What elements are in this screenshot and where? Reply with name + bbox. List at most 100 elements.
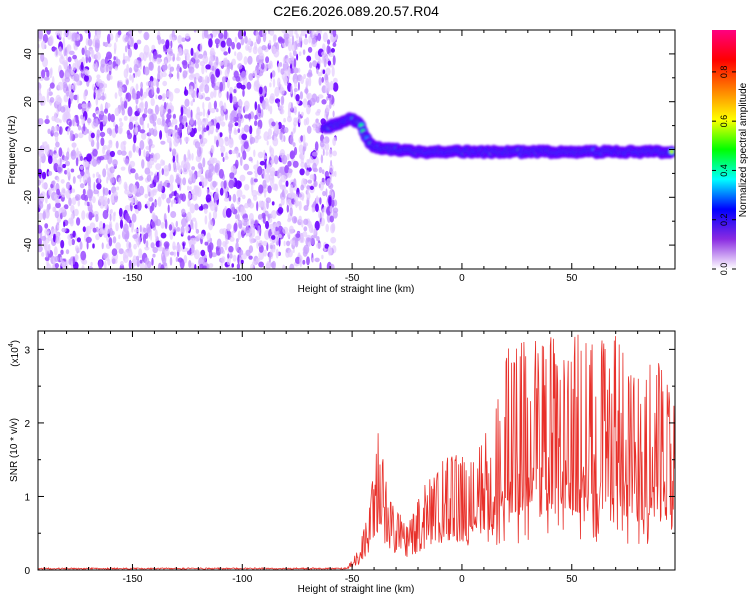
noise-speckle bbox=[219, 115, 225, 122]
noise-speckle bbox=[236, 238, 239, 243]
spectrogram-x-tick-label: -150 bbox=[122, 273, 142, 284]
noise-speckle bbox=[259, 160, 266, 166]
noise-speckle bbox=[279, 62, 283, 67]
noise-speckle bbox=[209, 130, 214, 135]
noise-speckle bbox=[152, 253, 156, 258]
noise-speckle bbox=[148, 61, 154, 71]
noise-speckle bbox=[114, 107, 120, 117]
noise-speckle bbox=[201, 177, 208, 187]
noise-speckle bbox=[330, 236, 337, 244]
noise-speckle bbox=[284, 165, 289, 174]
noise-speckle bbox=[248, 255, 253, 260]
noise-speckle bbox=[225, 208, 232, 218]
noise-speckle bbox=[166, 197, 171, 204]
noise-speckle bbox=[38, 237, 42, 246]
noise-speckle bbox=[211, 51, 216, 56]
noise-speckle bbox=[262, 32, 267, 43]
noise-speckle bbox=[193, 127, 197, 134]
noise-speckle bbox=[54, 256, 59, 262]
noise-speckle bbox=[131, 226, 134, 233]
noise-speckle bbox=[300, 184, 305, 191]
noise-speckle bbox=[66, 44, 72, 52]
noise-speckle bbox=[329, 164, 334, 173]
noise-speckle bbox=[328, 52, 335, 58]
noise-speckle bbox=[129, 160, 136, 168]
noise-speckle bbox=[184, 136, 190, 143]
noise-speckle bbox=[168, 121, 172, 127]
noise-speckle bbox=[332, 150, 338, 157]
noise-speckle bbox=[262, 179, 267, 189]
noise-speckle bbox=[108, 139, 113, 145]
noise-speckle bbox=[314, 257, 320, 263]
noise-speckle bbox=[117, 149, 123, 156]
noise-speckle bbox=[190, 262, 195, 269]
noise-speckle bbox=[240, 70, 247, 80]
noise-speckle bbox=[114, 124, 119, 134]
noise-speckle bbox=[212, 30, 218, 38]
noise-speckle bbox=[90, 261, 93, 267]
noise-speckle bbox=[55, 94, 62, 105]
noise-speckle bbox=[185, 222, 189, 233]
noise-speckle bbox=[135, 83, 139, 91]
noise-speckle bbox=[123, 68, 129, 79]
noise-speckle bbox=[300, 30, 307, 37]
noise-speckle bbox=[176, 192, 179, 200]
noise-speckle bbox=[303, 244, 310, 255]
noise-speckle bbox=[329, 80, 334, 91]
noise-speckle bbox=[140, 87, 143, 97]
noise-speckle bbox=[181, 208, 186, 215]
noise-speckle bbox=[149, 205, 153, 214]
noise-speckle bbox=[292, 50, 297, 57]
noise-speckle bbox=[223, 102, 227, 113]
noise-speckle bbox=[302, 259, 306, 265]
noise-speckle bbox=[54, 112, 57, 122]
noise-speckle bbox=[224, 233, 228, 242]
noise-speckle bbox=[54, 194, 59, 201]
noise-speckle bbox=[54, 210, 60, 219]
noise-speckle bbox=[104, 41, 109, 48]
colorbar-tick-label: 0.4 bbox=[719, 164, 729, 177]
noise-speckle bbox=[174, 124, 178, 131]
noise-speckle bbox=[55, 202, 61, 209]
snr-x-tick-label: 0 bbox=[459, 574, 465, 585]
noise-speckle bbox=[308, 224, 314, 234]
noise-speckle bbox=[169, 256, 173, 266]
noise-speckle bbox=[70, 149, 77, 160]
noise-speckle bbox=[254, 101, 258, 111]
noise-speckle bbox=[63, 221, 66, 228]
noise-speckle bbox=[46, 231, 50, 237]
noise-speckle bbox=[70, 168, 75, 173]
noise-speckle bbox=[191, 173, 196, 184]
noise-speckle bbox=[249, 136, 256, 144]
noise-speckle bbox=[98, 174, 101, 183]
noise-speckle bbox=[59, 55, 65, 65]
noise-speckle bbox=[159, 130, 163, 140]
noise-speckle bbox=[237, 230, 242, 240]
noise-speckle bbox=[256, 240, 259, 249]
noise-speckle bbox=[294, 200, 300, 207]
noise-speckle bbox=[213, 85, 220, 91]
noise-speckle bbox=[84, 69, 90, 76]
noise-speckle bbox=[162, 118, 166, 127]
noise-speckle bbox=[173, 137, 179, 147]
noise-speckle bbox=[143, 149, 146, 158]
noise-speckle bbox=[95, 110, 102, 115]
noise-speckle bbox=[92, 243, 95, 249]
noise-speckle bbox=[51, 125, 55, 134]
noise-speckle bbox=[205, 194, 212, 203]
noise-speckle bbox=[325, 104, 331, 113]
spectrogram-y-label: Frequency (Hz) bbox=[7, 116, 18, 185]
noise-speckle bbox=[263, 189, 267, 198]
noise-speckle bbox=[38, 179, 41, 186]
noise-speckle bbox=[215, 128, 219, 133]
noise-speckle bbox=[278, 237, 281, 247]
noise-speckle bbox=[236, 51, 243, 62]
noise-speckle bbox=[287, 66, 291, 76]
noise-speckle bbox=[302, 231, 308, 238]
noise-speckle bbox=[102, 252, 108, 259]
noise-speckle bbox=[267, 104, 270, 112]
noise-speckle bbox=[220, 121, 226, 127]
noise-speckle bbox=[192, 98, 195, 103]
noise-speckle bbox=[96, 133, 100, 142]
noise-speckle bbox=[180, 124, 183, 130]
